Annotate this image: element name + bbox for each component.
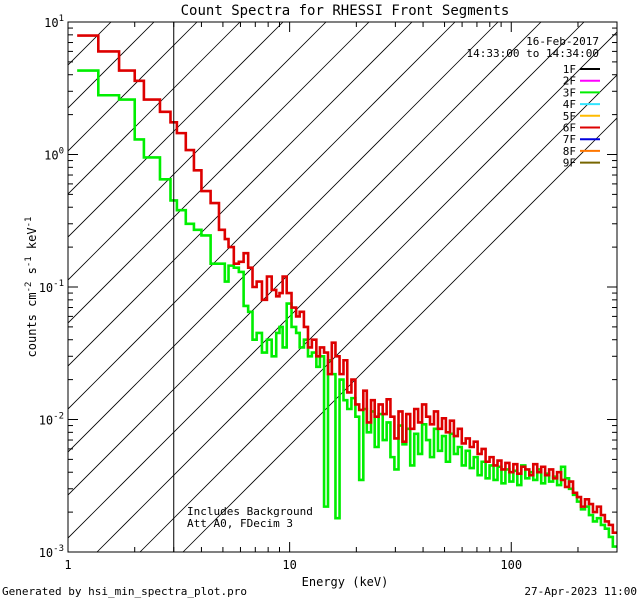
hatch-line [182,117,617,552]
y-axis: 10-3 10-2 10-1 100 101 [39,14,617,560]
x-tick-label: 10 [282,558,296,572]
legend-label: 1F [563,63,576,76]
hatch-line [68,22,284,238]
date-label: 16-Feb-2017 [526,35,599,48]
hatched-region [68,22,617,552]
y-tick-label: 10-1 [39,279,64,295]
legend-label: 8F [563,145,576,158]
y-tick-label: 101 [44,14,64,30]
series-6F [77,34,617,534]
footer-generated-by: Generated by hsi_min_spectra_plot.pro [2,585,247,598]
legend-label: 4F [563,98,576,111]
annotation-background: Includes Background [187,505,313,518]
hatch-line [68,22,499,453]
y-tick-label: 10-3 [39,544,64,560]
footer-timestamp: 27-Apr-2023 11:00 [524,585,637,598]
x-tick-label: 1 [64,558,71,572]
hatch-line [68,22,370,324]
y-tick-label: 10-2 [39,412,64,428]
plot-frame [67,21,618,553]
legend-label: 5F [563,110,576,123]
hatch-line [68,22,542,496]
hatch-line [68,22,327,281]
y-tick-label: 100 [44,147,64,163]
hatch-line [68,22,413,367]
legend-label: 3F [563,86,576,99]
annotation-attenuator: Att A0, FDecim 3 [187,517,293,530]
time-range-label: 14:33:00 to 14:34:00 [467,47,599,60]
chart-title: Count Spectra for RHESSI Front Segments [181,3,510,19]
hatch-line [68,22,585,539]
legend-label: 6F [563,122,576,135]
x-axis: 1 10 100 [64,22,618,572]
y-axis-label: counts cm-2 s-1 keV-1 [24,217,39,358]
series-group [77,34,617,548]
legend-label: 9F [563,157,576,170]
hatch-line [68,22,241,195]
hatch-line [139,74,617,552]
hatch-line [96,31,617,552]
x-tick-label: 100 [500,558,522,572]
series-3F [77,69,617,548]
hatch-line [68,22,198,152]
x-axis-label: Energy (keV) [302,575,389,589]
legend-label: 2F [563,75,576,88]
hatch-line [68,22,456,410]
legend-label: 7F [563,133,576,146]
